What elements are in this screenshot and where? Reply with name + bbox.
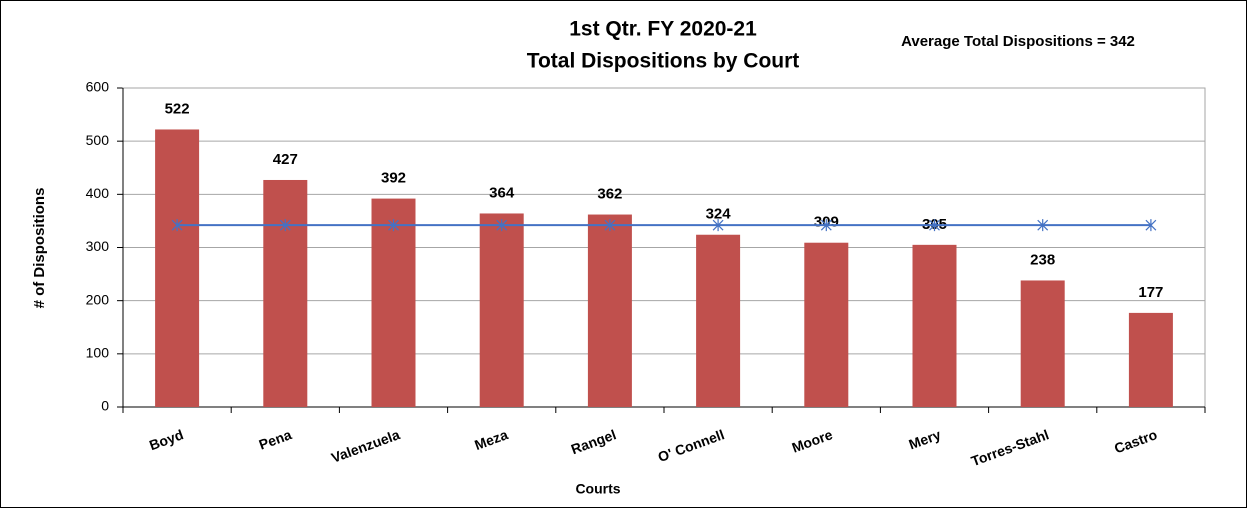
data-label: 392 [381, 170, 406, 187]
bar [155, 129, 200, 407]
y-tick-label: 500 [86, 132, 110, 148]
line-marker [1037, 219, 1049, 232]
line-marker [496, 219, 508, 232]
data-label: 522 [165, 100, 190, 117]
y-axis-title: # of Dispositions [31, 188, 48, 309]
y-tick-label: 0 [101, 398, 109, 414]
bar [479, 213, 524, 407]
y-tick-label: 400 [86, 185, 110, 201]
line-marker [279, 219, 291, 232]
line-marker [929, 219, 940, 232]
y-tick-label: 600 [86, 79, 110, 95]
bar [912, 244, 957, 407]
data-label: 364 [489, 184, 515, 201]
line-marker [604, 219, 616, 232]
bar [371, 198, 416, 407]
bar [804, 242, 849, 407]
y-tick-label: 300 [86, 238, 110, 254]
line-marker [820, 219, 832, 232]
data-label: 324 [706, 206, 732, 223]
bar [696, 234, 741, 407]
y-tick-label: 100 [86, 345, 110, 361]
line-marker [171, 219, 183, 232]
chart-title: 1st Qtr. FY 2020-21 [569, 18, 757, 41]
bar [1128, 312, 1173, 407]
data-label: 238 [1030, 251, 1055, 268]
annotation: Average Total Dispositions = 342 [901, 33, 1135, 50]
x-axis-title: Courts [575, 481, 620, 497]
bar [1020, 280, 1065, 407]
data-label: 177 [1138, 284, 1163, 301]
line-marker [712, 219, 724, 232]
data-label: 427 [273, 151, 298, 168]
bar [587, 214, 632, 407]
line-marker [1145, 219, 1157, 232]
chart-subtitle: Total Dispositions by Court [527, 50, 800, 73]
y-tick-label: 200 [86, 291, 110, 307]
bar [263, 179, 308, 407]
data-label: 362 [597, 186, 622, 203]
line-marker [388, 219, 399, 232]
